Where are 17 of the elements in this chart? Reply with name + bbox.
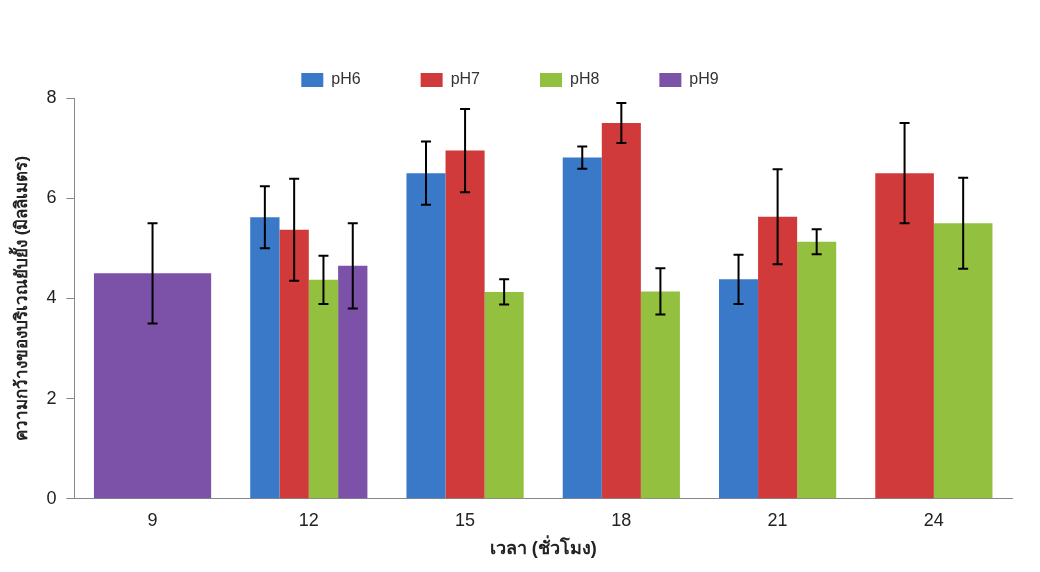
- y-axis-title: ความกว้างของบริเวณยับยั้ง (มิลลิเมตร): [7, 155, 31, 441]
- x-tick-label: 9: [147, 509, 158, 530]
- x-axis-title: เวลา (ชั่วโมง): [489, 535, 597, 559]
- x-tick-label: 15: [455, 509, 476, 530]
- legend-label: pH8: [570, 70, 600, 88]
- y-tick-label: 0: [46, 487, 57, 508]
- x-tick-label: 24: [923, 509, 944, 530]
- y-tick-label: 6: [46, 187, 57, 208]
- legend-label: pH9: [689, 70, 719, 88]
- y-tick-label: 8: [46, 86, 57, 107]
- y-tick-label: 2: [46, 387, 57, 408]
- legend-label: pH6: [331, 70, 361, 88]
- x-tick-label: 12: [298, 509, 319, 530]
- x-tick-label: 18: [611, 509, 632, 530]
- y-tick-label: 4: [46, 287, 57, 308]
- legend-label: pH7: [450, 70, 481, 88]
- x-tick-label: 21: [767, 509, 788, 530]
